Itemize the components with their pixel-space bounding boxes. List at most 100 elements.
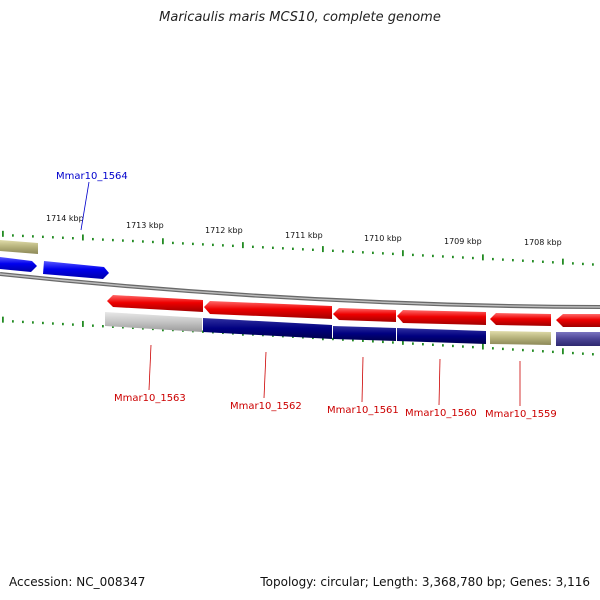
kbp-label: 1714 kbp	[46, 214, 84, 223]
cds-feature-mmar10-1559[interactable]	[490, 313, 551, 326]
gene-label-mmar10-1560[interactable]: Mmar10_1560	[405, 408, 477, 419]
cog-feature-left[interactable]	[0, 240, 38, 254]
gene-label-mmar10-1563[interactable]: Mmar10_1563	[114, 393, 186, 404]
kbp-label: 1711 kbp	[285, 231, 323, 240]
tick-mark	[202, 243, 204, 246]
tick-mark	[582, 352, 584, 355]
tick-mark	[12, 320, 14, 323]
tick-mark	[572, 351, 574, 355]
tick-mark	[572, 262, 574, 265]
tick-mark	[562, 348, 564, 355]
cds-feature-mmar10-1564[interactable]	[43, 261, 109, 279]
tick-mark	[492, 347, 494, 350]
cds-feature-left[interactable]	[0, 257, 37, 272]
cds-feature-mmar10-1563[interactable]	[107, 295, 203, 312]
tick-mark	[362, 339, 364, 342]
cog-feature-navy-3[interactable]	[397, 328, 486, 344]
tick-mark	[142, 327, 144, 330]
tick-mark	[102, 325, 104, 328]
tick-mark	[462, 256, 464, 259]
tick-mark	[112, 325, 114, 328]
tick-mark	[542, 260, 544, 263]
label-leaders	[80, 181, 521, 406]
tick-mark	[22, 320, 24, 324]
kbp-label: 1708 kbp	[524, 238, 562, 247]
tick-mark	[72, 237, 74, 240]
gene-label-mmar10-1561[interactable]: Mmar10_1561	[327, 405, 399, 416]
map-title: Maricaulis maris MCS10, complete genome	[159, 10, 441, 25]
tick-mark	[582, 262, 584, 266]
gene-label-mmar10-1562[interactable]: Mmar10_1562	[230, 401, 302, 412]
gene-label-mmar10-1559[interactable]: Mmar10_1559	[485, 409, 557, 420]
cog-feature-grey[interactable]	[105, 312, 202, 332]
tick-mark	[342, 250, 344, 253]
tick-mark	[352, 338, 354, 342]
tick-mark	[442, 255, 444, 258]
tick-mark	[382, 252, 384, 255]
tick-mark	[482, 254, 484, 261]
upper-tick-track	[2, 230, 594, 266]
tick-mark	[122, 239, 124, 242]
tick-mark	[152, 240, 154, 244]
reverse-cds-track	[107, 295, 600, 327]
gene-label-mmar10-1564[interactable]: Mmar10_1564	[56, 171, 128, 182]
tick-mark	[542, 350, 544, 353]
cds-feature-mmar10-1560[interactable]	[397, 310, 486, 325]
tick-mark	[552, 350, 554, 354]
cds-feature-mmar10-1561[interactable]	[333, 308, 396, 322]
tick-mark	[122, 326, 124, 329]
tick-mark	[272, 246, 274, 250]
tick-mark	[62, 236, 64, 239]
tick-mark	[192, 242, 194, 246]
tick-mark	[52, 322, 54, 325]
tick-mark	[372, 251, 374, 255]
tick-mark	[412, 253, 414, 257]
tick-mark	[42, 235, 44, 239]
tick-mark	[252, 245, 254, 249]
gene-labels: Mmar10_1564 Mmar10_1563 Mmar10_1562 Mmar…	[56, 171, 557, 420]
tick-mark	[502, 258, 504, 261]
tick-mark	[22, 234, 24, 238]
tick-mark	[392, 341, 394, 344]
tick-mark	[282, 247, 284, 250]
tick-mark	[332, 249, 334, 253]
cog-feature-navy-1[interactable]	[203, 318, 332, 339]
tick-mark	[452, 344, 454, 348]
tick-mark	[92, 324, 94, 327]
tick-mark	[52, 236, 54, 239]
cog-feature-slate[interactable]	[556, 332, 600, 346]
genome-stats-text: Topology: circular; Length: 3,368,780 bp…	[260, 575, 590, 589]
tick-mark	[412, 342, 414, 345]
kbp-ruler: 1714 kbp 1713 kbp 1712 kbp 1711 kbp 1710…	[46, 214, 562, 247]
cds-feature-mmar10-1562[interactable]	[204, 301, 332, 319]
tick-mark	[112, 238, 114, 242]
tick-mark	[522, 348, 524, 352]
tick-mark	[422, 254, 424, 257]
cds-feature-right[interactable]	[556, 314, 600, 327]
tick-mark	[532, 349, 534, 352]
tick-mark	[312, 248, 314, 252]
forward-cds-track	[0, 240, 109, 279]
cog-feature-navy-2[interactable]	[333, 326, 396, 341]
tick-mark	[562, 258, 564, 265]
backbone-outer	[0, 272, 600, 309]
kbp-label: 1713 kbp	[126, 221, 164, 230]
tick-mark	[132, 239, 134, 243]
tick-mark	[472, 256, 474, 260]
tick-mark	[302, 248, 304, 251]
tick-mark	[32, 321, 34, 324]
tick-mark	[552, 261, 554, 264]
tick-mark	[142, 240, 144, 243]
tick-mark	[512, 348, 514, 351]
cog-feature-olive[interactable]	[490, 331, 551, 345]
tick-mark	[342, 338, 344, 341]
tick-mark	[422, 343, 424, 346]
tick-mark	[162, 238, 164, 245]
tick-mark	[332, 337, 334, 341]
tick-mark	[592, 263, 594, 266]
tick-mark	[492, 257, 494, 261]
tick-mark	[182, 242, 184, 245]
tick-mark	[222, 244, 224, 247]
backbone-inner	[0, 273, 600, 308]
